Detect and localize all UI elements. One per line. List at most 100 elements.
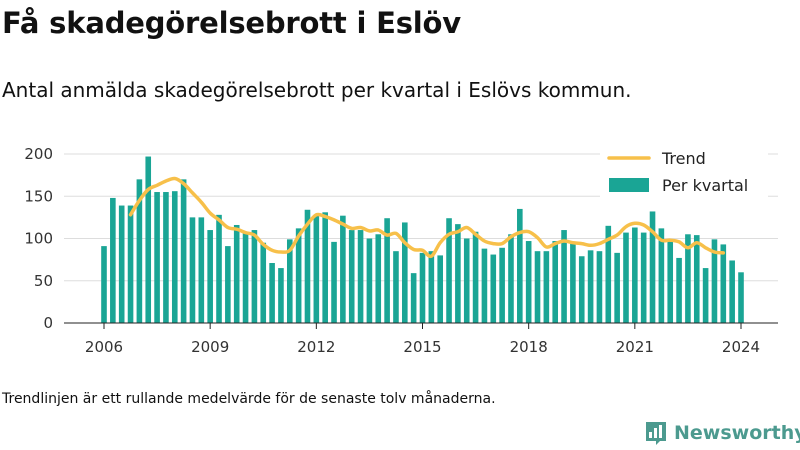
bar [286,239,293,323]
brand-name: Newsworthy [674,422,800,444]
bar [693,235,700,323]
bar [578,256,585,323]
bar [304,209,311,323]
bar [278,268,284,323]
bar [472,231,479,323]
bar [685,234,691,323]
y-tick-label: 100 [24,230,53,248]
bar [348,230,355,323]
bar [490,254,497,323]
bar [101,246,107,323]
bar [455,224,461,323]
bar [331,241,337,323]
bar [499,247,505,323]
bar [384,218,390,323]
bar [180,179,187,323]
x-tick-label: 2012 [297,338,335,356]
bar [605,225,612,323]
bar [508,234,514,323]
bar [481,248,488,323]
bar [127,205,134,323]
bar [525,241,532,323]
y-tick-label: 50 [34,272,53,290]
footnote: Trendlinjen är ett rullande medelvärde f… [2,391,496,407]
bar [225,246,231,323]
bar [410,273,417,323]
legend-swatch-bars [609,178,649,192]
legend: Trend Per kvartal [600,144,768,200]
trend-series [128,176,726,259]
bar [260,242,267,323]
bar [640,232,647,323]
bar [340,215,346,323]
legend-label-trend: Trend [661,149,706,168]
x-tick-label: 2024 [722,338,760,356]
bar [632,227,638,323]
chart-title: Få skadegörelsebrott i Eslöv [2,6,461,40]
trend-line [128,176,726,259]
bar [118,205,125,323]
y-tick-label: 150 [24,187,53,205]
bar [702,268,709,323]
bar [534,251,541,323]
bar [623,232,629,323]
bar [596,251,603,323]
bar [587,250,594,323]
bar [649,211,656,323]
chart-subtitle: Antal anmälda skadegörelsebrott per kvar… [2,78,632,102]
bar [357,230,364,323]
x-tick-label: 2006 [85,338,123,356]
y-tick-label: 200 [24,145,53,163]
bar [375,234,382,323]
bar [446,218,452,323]
bar [570,242,576,323]
bar [720,244,727,323]
x-axis: 2006 2009 2012 2015 2018 2021 2024 [64,322,778,356]
bar [614,252,620,323]
bar [676,257,682,323]
bar [561,230,567,323]
bar [251,230,258,323]
bar [366,238,373,323]
bar-series [101,156,744,323]
bar [729,260,735,323]
bar [419,252,426,323]
bar-chart-logo-icon [646,422,666,445]
bar [658,228,665,323]
bar [198,217,205,323]
bar [110,197,116,323]
bar [207,230,213,323]
bar [136,179,143,323]
bar [517,208,523,323]
bar [233,224,240,323]
bar [154,192,160,323]
bar [667,240,674,323]
brand: Newsworthy [644,420,800,446]
bar [543,251,550,323]
x-tick-label: 2018 [510,338,548,356]
bar [216,214,222,323]
bar [711,239,718,323]
bar [738,272,744,323]
bar [145,156,152,323]
bar [402,222,408,323]
y-tick-label: 0 [43,314,53,332]
chart: 0 50 100 150 200 2006 2009 2012 2015 2018 2021 202… [24,144,778,356]
bar [437,255,443,323]
bar [463,238,470,323]
bar [313,215,320,323]
bar [163,192,169,323]
bar [295,228,302,323]
x-tick-label: 2015 [403,338,441,356]
bar [171,191,178,323]
legend-label-bars: Per kvartal [662,176,748,195]
bar [189,217,196,323]
bar [322,212,328,323]
bar [393,251,399,323]
x-tick-label: 2021 [616,338,654,356]
x-tick-label: 2009 [191,338,229,356]
bar [552,241,559,323]
bar [269,263,275,323]
bar [242,233,249,323]
bar [428,251,435,323]
